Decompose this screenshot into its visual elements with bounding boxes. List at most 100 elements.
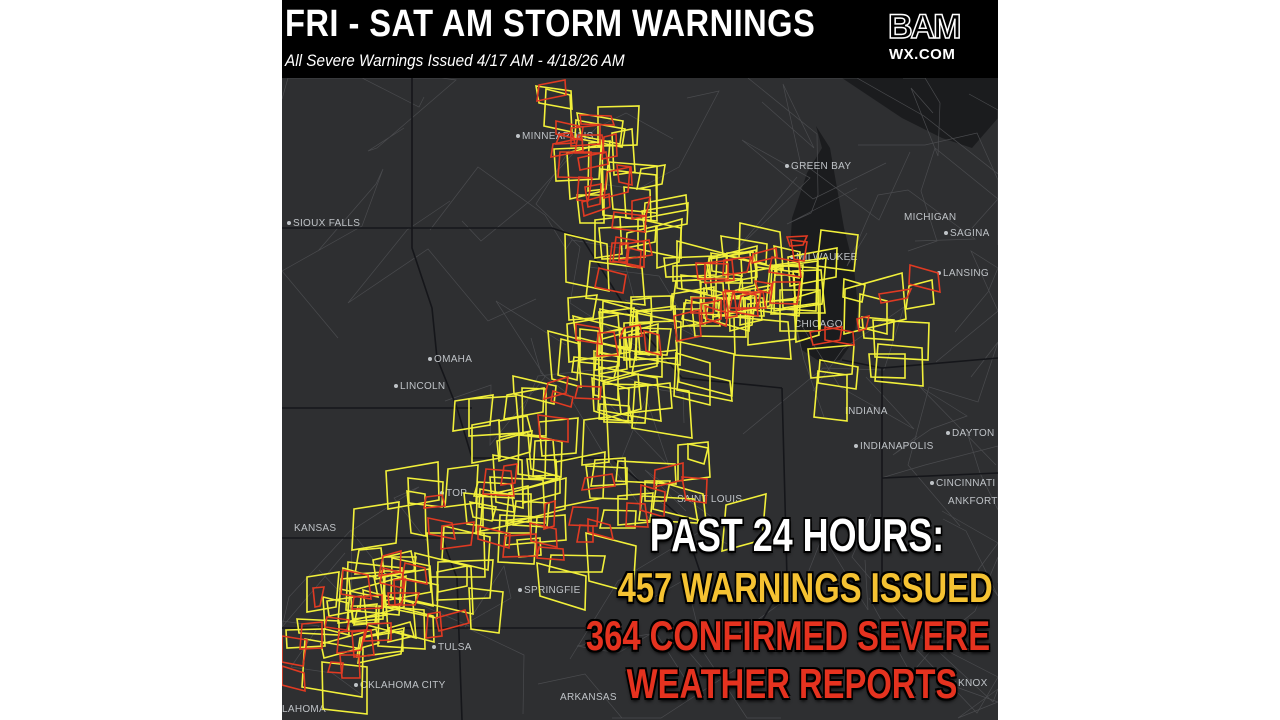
- lake-michigan: [789, 126, 858, 363]
- severe-warning-polygon: [635, 164, 666, 191]
- tornado-warning-polygon: [618, 239, 653, 261]
- road: [742, 306, 905, 435]
- severe-warning-polygon: [390, 557, 434, 608]
- city-dot-icon: [287, 221, 291, 226]
- tornado-warning-polygon: [751, 246, 778, 265]
- severe-warning-polygon: [585, 260, 646, 306]
- city-label: CINCINNATI: [930, 478, 995, 490]
- severe-warning-polygon: [345, 561, 403, 616]
- city-name: DAYTON: [952, 428, 995, 439]
- road: [734, 529, 869, 637]
- road: [903, 78, 941, 157]
- severe-warning-polygon: [576, 194, 605, 224]
- city-name: GREEN BAY: [791, 161, 852, 172]
- tornado-warning-polygon: [379, 567, 404, 589]
- city-name: INDIANAPOLIS: [860, 441, 934, 452]
- tornado-warning-polygon: [809, 326, 843, 346]
- tornado-warning-polygon: [351, 629, 375, 658]
- tornado-warning-polygon: [393, 578, 406, 607]
- road: [736, 139, 887, 250]
- tornado-warning-polygon: [336, 629, 366, 654]
- severe-warning-polygon: [676, 368, 733, 402]
- logo-site: WX.COM: [889, 46, 956, 63]
- severe-warning-polygon: [406, 490, 427, 537]
- severe-warning-polygon: [566, 314, 622, 363]
- tornado-warning-polygon: [339, 654, 361, 679]
- road: [846, 189, 977, 267]
- road: [858, 132, 998, 245]
- city-label: INDIANA: [845, 406, 888, 418]
- city-label: ANKFORT: [948, 496, 998, 508]
- state-border: [282, 537, 463, 720]
- logo-brand: BAM: [887, 8, 962, 46]
- city-dot-icon: [432, 645, 436, 650]
- city-label: KNOX: [952, 678, 988, 690]
- city-label: OMAHA: [428, 354, 472, 366]
- tornado-warning-polygon: [299, 621, 323, 650]
- tornado-warning-polygon: [681, 476, 708, 504]
- severe-warning-polygon: [585, 465, 628, 500]
- city-name: LINCOLN: [400, 381, 446, 392]
- severe-warning-polygon: [548, 554, 606, 573]
- severe-warning-polygon: [512, 374, 557, 405]
- tornado-warning-polygon: [550, 389, 574, 409]
- severe-warning-polygon: [574, 119, 626, 148]
- severe-warning-polygon: [868, 353, 906, 379]
- city-name: TULSA: [438, 642, 472, 653]
- severe-warning-polygon: [842, 277, 866, 303]
- severe-warning-polygon: [468, 587, 504, 634]
- tornado-warning-polygon: [856, 314, 871, 333]
- severe-warning-polygon: [521, 387, 547, 437]
- city-name: CINCINNATI: [936, 478, 996, 489]
- road: [429, 166, 632, 251]
- tornado-warning-polygon: [377, 549, 402, 578]
- tornado-warning-polygon: [568, 506, 599, 527]
- city-name: INDIANA: [845, 406, 888, 417]
- road: [347, 200, 537, 322]
- severe-warning-polygon: [436, 565, 468, 593]
- state-border: [841, 359, 923, 599]
- city-label: SPRINGFIE: [518, 585, 581, 597]
- city-label: TULSA: [432, 642, 472, 654]
- tornado-warning-polygon: [690, 297, 716, 314]
- city-dot-icon: [930, 481, 934, 486]
- city-name: MINNEAPOLIS: [522, 131, 594, 142]
- severe-warning-polygon: [564, 232, 610, 292]
- city-dot-icon: [428, 357, 432, 362]
- warning-polygons: [282, 79, 941, 715]
- severe-warning-polygon: [720, 235, 768, 265]
- page-subtitle: All Severe Warnings Issued 4/17 AM - 4/1…: [285, 51, 625, 70]
- severe-warning-polygon: [567, 294, 598, 321]
- severe-warning-polygon: [603, 383, 649, 424]
- severe-warning-polygon: [426, 532, 486, 578]
- severe-warning-polygon: [557, 337, 581, 382]
- severe-warning-polygon: [306, 571, 340, 613]
- tornado-warning-polygon: [575, 323, 603, 345]
- tornado-warning-polygon: [824, 326, 855, 346]
- tornado-warning-polygon: [324, 616, 350, 631]
- tornado-warning-polygon: [612, 236, 645, 268]
- tornado-warning-polygon: [625, 502, 649, 528]
- stats-reports-line1: 364 CONFIRMED SEVERE: [585, 612, 991, 659]
- tornado-warning-polygon: [557, 151, 592, 179]
- severe-warning-polygon: [643, 194, 688, 219]
- city-name: KANSAS: [294, 523, 337, 534]
- tornado-warning-polygon: [729, 291, 767, 309]
- severe-warning-polygon: [652, 479, 707, 524]
- tornado-warning-polygon: [695, 262, 729, 280]
- road: [868, 556, 998, 675]
- tornado-warning-polygon: [326, 661, 344, 674]
- tornado-warning-polygon: [387, 592, 421, 606]
- road: [576, 624, 716, 684]
- road: [282, 78, 425, 108]
- tornado-warning-polygon: [609, 242, 629, 263]
- road: [907, 341, 998, 527]
- severe-warning-polygon: [738, 222, 784, 271]
- city-label: OKLAHOMA CITY: [354, 680, 446, 692]
- severe-warning-polygon: [738, 266, 777, 292]
- city-name: OKLAHOMA CITY: [360, 680, 446, 691]
- tornado-warning-polygon: [603, 165, 631, 200]
- severe-warning-polygon: [492, 454, 524, 510]
- warnings-map: MINNEAPOLIS GREEN BAY SIOUX FALLS MILWAUKEE…: [282, 78, 998, 720]
- severe-warning-polygon: [792, 269, 826, 314]
